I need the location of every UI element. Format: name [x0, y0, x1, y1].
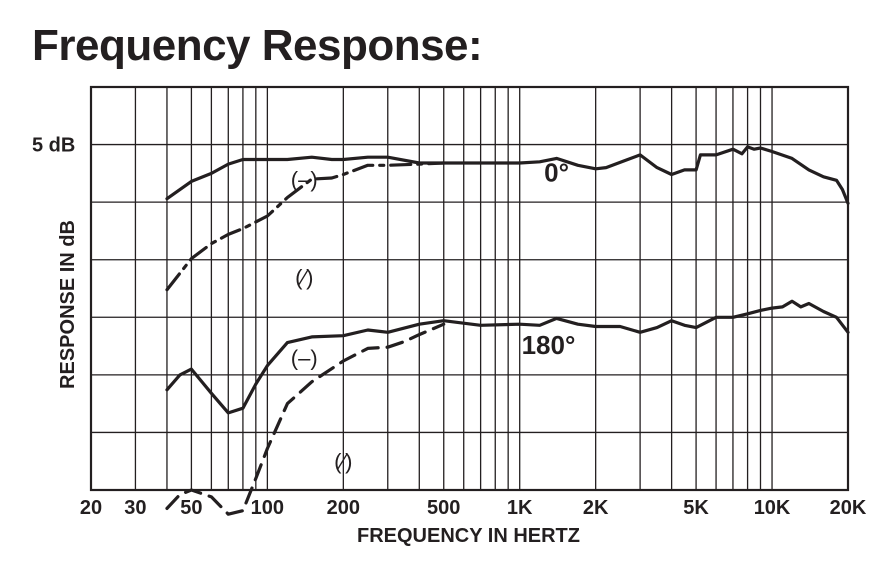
polarity-annotation: (⁄): [334, 449, 352, 474]
x-tick-label: 2K: [583, 497, 609, 519]
x-tick-label: 20K: [830, 497, 867, 519]
x-tick-label: 5K: [683, 497, 709, 519]
chart-title: Frequency Response:: [32, 21, 483, 70]
angle-annotation: 0°: [544, 157, 569, 187]
polarity-annotation: (⁄): [295, 265, 313, 290]
x-tick-label: 100: [251, 497, 284, 519]
x-tick-label: 1K: [507, 497, 533, 519]
series-line-2-dashdot: [165, 161, 446, 292]
x-tick-label: 200: [327, 497, 360, 519]
chart-grid: [91, 87, 848, 490]
angle-annotation: 180°: [522, 330, 576, 360]
polarity-annotation: (–): [291, 346, 318, 371]
x-tick-label: 30: [124, 497, 146, 519]
x-tick-label: 10K: [754, 497, 791, 519]
x-tick-label: 50: [180, 497, 202, 519]
x-tick-label: 20: [80, 497, 102, 519]
y-axis-title: RESPONSE IN dB: [57, 220, 79, 389]
y-tick-label: 5 dB: [32, 135, 75, 157]
chart-curves: [165, 145, 850, 516]
polarity-annotation: (–): [291, 167, 318, 192]
series-line-1-solid: [165, 145, 850, 205]
chart-labels: 20 30 50 100 200 500 1K 2K 5K 10K 20K 5 dB FREQUENCY…: [32, 135, 867, 547]
plot-frame: [89, 85, 850, 492]
series-line-4-dashed: [165, 322, 446, 516]
x-axis-title: FREQUENCY IN HERTZ: [357, 525, 580, 547]
x-tick-label: 500: [427, 497, 460, 519]
series-line-3-solid: [165, 299, 850, 415]
